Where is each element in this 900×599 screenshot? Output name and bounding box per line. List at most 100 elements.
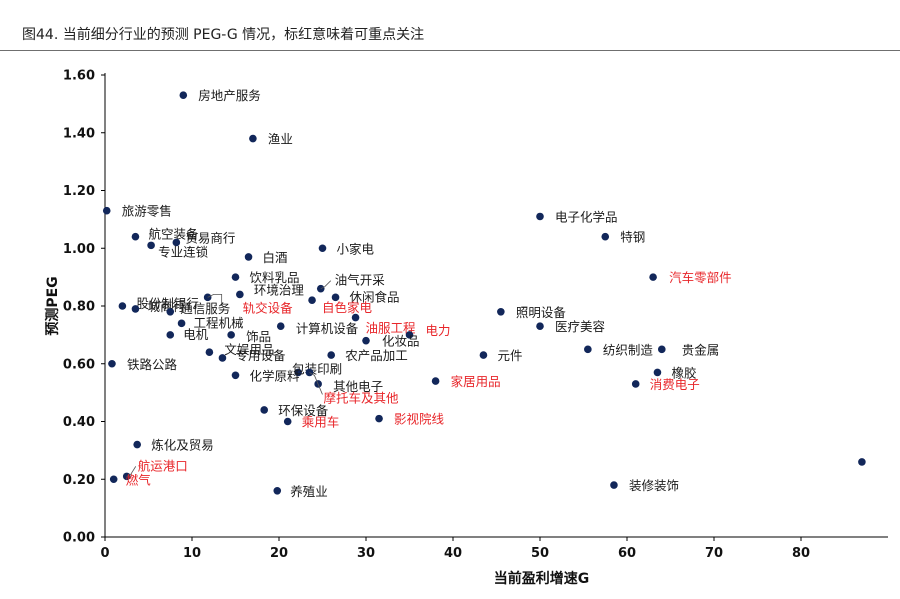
point-label: 化学原料 [250, 368, 301, 383]
point-label: 油服工程 [366, 321, 417, 336]
data-point [244, 253, 253, 261]
point-label: 包装印刷 [292, 361, 342, 376]
data-point [318, 244, 327, 253]
point-label: 小家电 [337, 241, 375, 256]
data-point [227, 331, 235, 339]
point-label: 航空装备 [148, 227, 199, 242]
point-label: 旅游零售 [122, 204, 172, 219]
point-label: 照明设备 [516, 305, 567, 320]
point-label: 养殖业 [290, 484, 328, 499]
data-point [260, 406, 269, 414]
point-label: 其他电子 [333, 379, 383, 394]
point-label: 炼化及贸易 [151, 438, 214, 453]
data-point [231, 371, 240, 380]
data-point [584, 345, 592, 354]
data-point [231, 273, 240, 281]
point-label: 装修装饰 [629, 478, 679, 493]
data-point [536, 322, 544, 331]
x-tick-label: 40 [444, 546, 462, 561]
data-point [649, 273, 657, 281]
point-label: 房地产服务 [198, 88, 261, 103]
point-label: 摩托车及其他 [323, 390, 399, 405]
data-point [109, 475, 118, 484]
data-point [133, 440, 141, 449]
point-label: 电机 [183, 327, 209, 342]
data-point [536, 212, 544, 221]
data-point [131, 232, 140, 241]
point-label: 股份制银行 [136, 296, 199, 311]
data-point [375, 414, 383, 423]
point-label: 纺织制造 [603, 342, 654, 357]
x-tick-label: 60 [618, 546, 636, 561]
data-point [166, 331, 175, 339]
data-point [172, 238, 181, 247]
point-label: 文娱用品 [224, 342, 274, 357]
point-label: 家居用品 [451, 374, 501, 389]
data-point [236, 290, 244, 299]
figure-title: 图44. 当前细分行业的预测 PEG-G 情况，标红意味着可重点关注 [22, 27, 425, 43]
point-label: 贸易商行 [185, 230, 235, 245]
point-label: 铁路公路 [127, 357, 178, 372]
data-point [118, 302, 127, 310]
data-point [631, 380, 640, 388]
data-point [147, 241, 155, 250]
point-label: 专业连锁 [158, 244, 209, 259]
data-point [276, 322, 285, 331]
y-tick-label: 0.80 [63, 300, 95, 315]
y-tick-label: 1.00 [63, 242, 95, 257]
x-tick-label: 20 [270, 546, 288, 561]
data-point [203, 293, 212, 302]
data-point [102, 206, 111, 215]
y-tick-label: 0.60 [63, 357, 95, 372]
point-label: 贵金属 [682, 342, 720, 357]
point-label: 农产品加工 [345, 348, 408, 363]
title-divider [0, 50, 900, 51]
point-label: 医疗美容 [555, 319, 605, 334]
data-point [131, 305, 140, 313]
point-label: 电力 [426, 323, 451, 338]
data-point [497, 307, 505, 316]
point-label: 计算机设备 [296, 321, 359, 336]
point-label: 饮料乳品 [250, 270, 300, 285]
data-point [218, 354, 227, 362]
y-tick-label: 0.40 [63, 415, 95, 430]
data-point [601, 232, 610, 241]
point-label: 渔业 [268, 132, 293, 147]
point-label: 化妆品 [382, 334, 420, 349]
x-tick-label: 70 [705, 546, 723, 561]
point-label: 乘用车 [302, 415, 340, 430]
data-point [108, 359, 116, 368]
point-label: 油气开采 [335, 273, 386, 288]
point-label: 燃气 [126, 472, 152, 487]
data-point [351, 313, 360, 322]
data-point [362, 336, 370, 345]
data-point [658, 345, 666, 354]
point-label: 轨交设备 [243, 300, 294, 315]
leader-line [207, 293, 223, 306]
point-label: 特钢 [620, 230, 645, 245]
data-point [179, 91, 188, 100]
data-point [283, 417, 292, 426]
point-label: 工程机械 [194, 315, 245, 330]
x-tick-label: 0 [100, 546, 109, 561]
point-label: 元件 [497, 348, 522, 363]
point-label: 通信服务 [180, 301, 230, 316]
data-point [653, 368, 662, 377]
point-label: 汽车零部件 [669, 270, 732, 285]
point-label: 电子化学品 [555, 209, 618, 224]
y-tick-label: 1.40 [63, 126, 95, 141]
y-tick-label: 0.00 [63, 531, 95, 546]
point-label: 休闲食品 [350, 289, 400, 304]
point-label: 环境治理 [254, 282, 305, 297]
y-tick-label: 1.20 [63, 184, 95, 199]
point-label: 消费电子 [650, 377, 700, 392]
data-point [205, 348, 214, 357]
data-point [308, 296, 316, 305]
data-point [479, 351, 488, 359]
x-axis-title: 当前盈利增速G [494, 570, 590, 587]
x-tick-label: 50 [531, 546, 549, 561]
leader-line [309, 372, 323, 395]
y-tick-label: 0.20 [63, 473, 95, 488]
data-point [858, 458, 866, 466]
